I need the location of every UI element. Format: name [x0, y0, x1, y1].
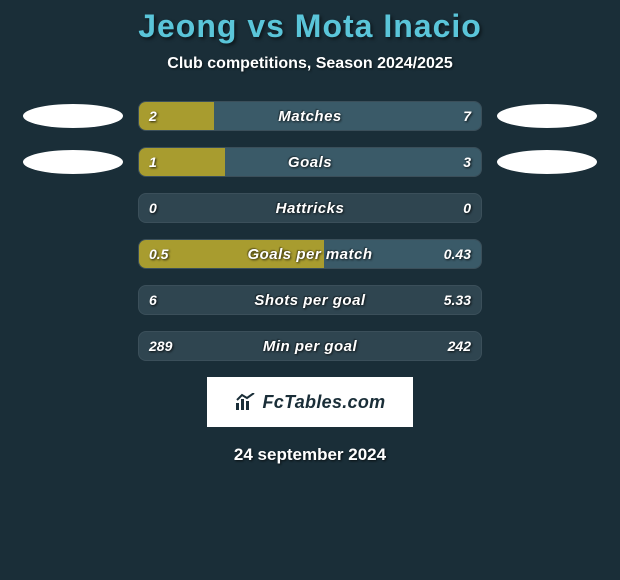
player2-badge [492, 102, 602, 130]
player2-value: 3 [463, 148, 471, 176]
stat-label: Min per goal [139, 332, 481, 360]
player1-value: 0 [149, 194, 157, 222]
logo-text: FcTables.com [263, 392, 386, 413]
player1-badge [18, 286, 128, 314]
stat-label: Shots per goal [139, 286, 481, 314]
subtitle: Club competitions, Season 2024/2025 [0, 55, 620, 73]
stat-label: Goals [139, 148, 481, 176]
stat-label: Matches [139, 102, 481, 130]
player1-value: 1 [149, 148, 157, 176]
stat-bar: Min per goal289 242 [138, 331, 482, 361]
stat-label: Hattricks [139, 194, 481, 222]
stats-list: Matches2 7 Goals1 3 Hattricks0 0 Goals per mat… [0, 101, 620, 361]
comparison-infographic: Jeong vs Mota Inacio Club competitions, … [0, 0, 620, 465]
page-title: Jeong vs Mota Inacio [0, 8, 620, 45]
player2-badge [492, 240, 602, 268]
player1-value: 0.5 [149, 240, 168, 268]
stat-bar: Matches2 7 [138, 101, 482, 131]
player2-value: 0 [463, 194, 471, 222]
player2-value: 242 [448, 332, 471, 360]
stat-row: Min per goal289 242 [0, 331, 620, 361]
player1-value: 6 [149, 286, 157, 314]
player1-badge [18, 148, 128, 176]
player1-badge [18, 332, 128, 360]
player2-value: 7 [463, 102, 471, 130]
site-logo: FcTables.com [207, 377, 413, 427]
stat-bar: Hattricks0 0 [138, 193, 482, 223]
stat-bar: Goals per match0.5 0.43 [138, 239, 482, 269]
player2-badge [492, 148, 602, 176]
player2-badge [492, 194, 602, 222]
stat-row: Hattricks0 0 [0, 193, 620, 223]
stat-row: Shots per goal6 5.33 [0, 285, 620, 315]
stat-row: Goals1 3 [0, 147, 620, 177]
player1-badge [18, 102, 128, 130]
date-label: 24 september 2024 [0, 445, 620, 465]
player2-value: 5.33 [444, 286, 471, 314]
stat-label: Goals per match [139, 240, 481, 268]
stat-row: Goals per match0.5 0.43 [0, 239, 620, 269]
player2-value: 0.43 [444, 240, 471, 268]
player1-badge [18, 240, 128, 268]
player2-badge [492, 332, 602, 360]
stat-row: Matches2 7 [0, 101, 620, 131]
player1-value: 289 [149, 332, 172, 360]
player1-badge [18, 194, 128, 222]
player1-value: 2 [149, 102, 157, 130]
player2-badge [492, 286, 602, 314]
stat-bar: Goals1 3 [138, 147, 482, 177]
stat-bar: Shots per goal6 5.33 [138, 285, 482, 315]
chart-icon [235, 393, 257, 411]
